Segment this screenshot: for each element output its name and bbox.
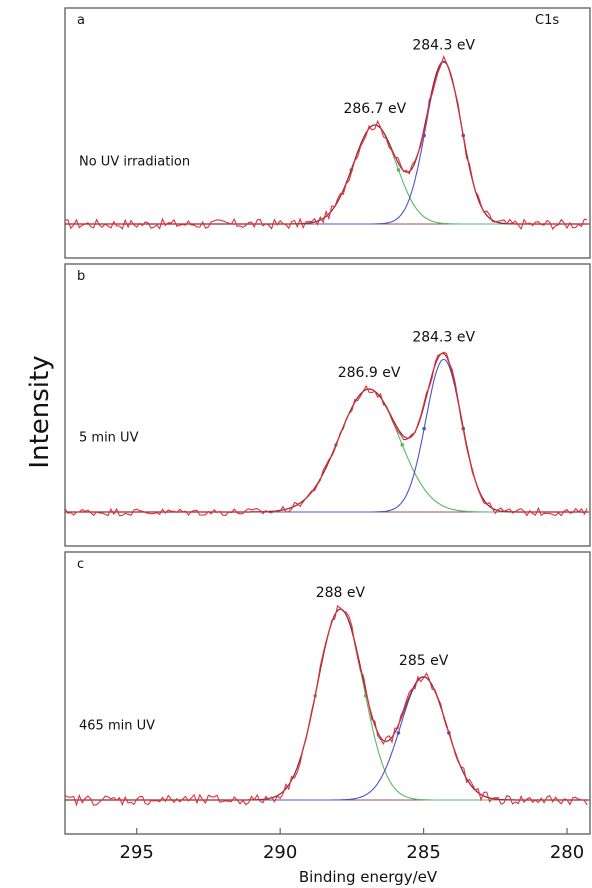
peak-label: 285 eV — [399, 653, 449, 669]
x-tick-label: 295 — [120, 842, 154, 863]
condition-label: 5 min UV — [79, 431, 139, 446]
panel-letter: b — [77, 269, 85, 284]
condition-label: 465 min UV — [79, 719, 155, 734]
panels-group: a No UV irradiation C1s 286.7 eV 284.3 eV b 5 … — [64, 7, 591, 835]
x-tick-label: 285 — [406, 842, 440, 863]
fit-marker — [400, 443, 405, 447]
measured-spectrum — [64, 351, 588, 517]
peak-label: 286.7 eV — [343, 101, 406, 117]
panel-b: b 5 min UV 286.9 eV 284.3 eV — [64, 263, 591, 547]
fit-marker — [396, 731, 401, 735]
measured-spectrum — [64, 55, 588, 231]
condition-label: No UV irradiation — [79, 155, 190, 170]
x-axis: 295 290 285 280 — [120, 828, 584, 863]
panel-frame — [64, 263, 591, 547]
fit-marker — [422, 426, 426, 431]
x-tick-label: 290 — [263, 842, 297, 863]
peak-label: 284.3 eV — [412, 330, 475, 346]
panel-letter: a — [77, 13, 85, 28]
panel-frame — [64, 7, 591, 259]
peak-label: 288 eV — [316, 585, 366, 601]
x-tick-label: 280 — [550, 842, 584, 863]
core-level-label: C1s — [535, 13, 559, 28]
y-axis-label: Intensity — [25, 355, 55, 468]
fit-envelope — [65, 352, 589, 513]
peak-label: 286.9 eV — [338, 365, 401, 381]
fit-marker — [396, 168, 401, 172]
measured-spectrum — [64, 604, 588, 807]
panel-frame — [64, 551, 591, 835]
panel-a: a No UV irradiation C1s 286.7 eV 284.3 eV — [64, 7, 591, 259]
x-axis-label: Binding energy/eV — [299, 868, 438, 886]
fit-envelope — [65, 60, 589, 225]
panel-letter: c — [77, 557, 84, 572]
peak-label: 284.3 eV — [412, 37, 475, 53]
panel-c: c 465 min UV 288 eV 285 eV — [64, 551, 591, 835]
